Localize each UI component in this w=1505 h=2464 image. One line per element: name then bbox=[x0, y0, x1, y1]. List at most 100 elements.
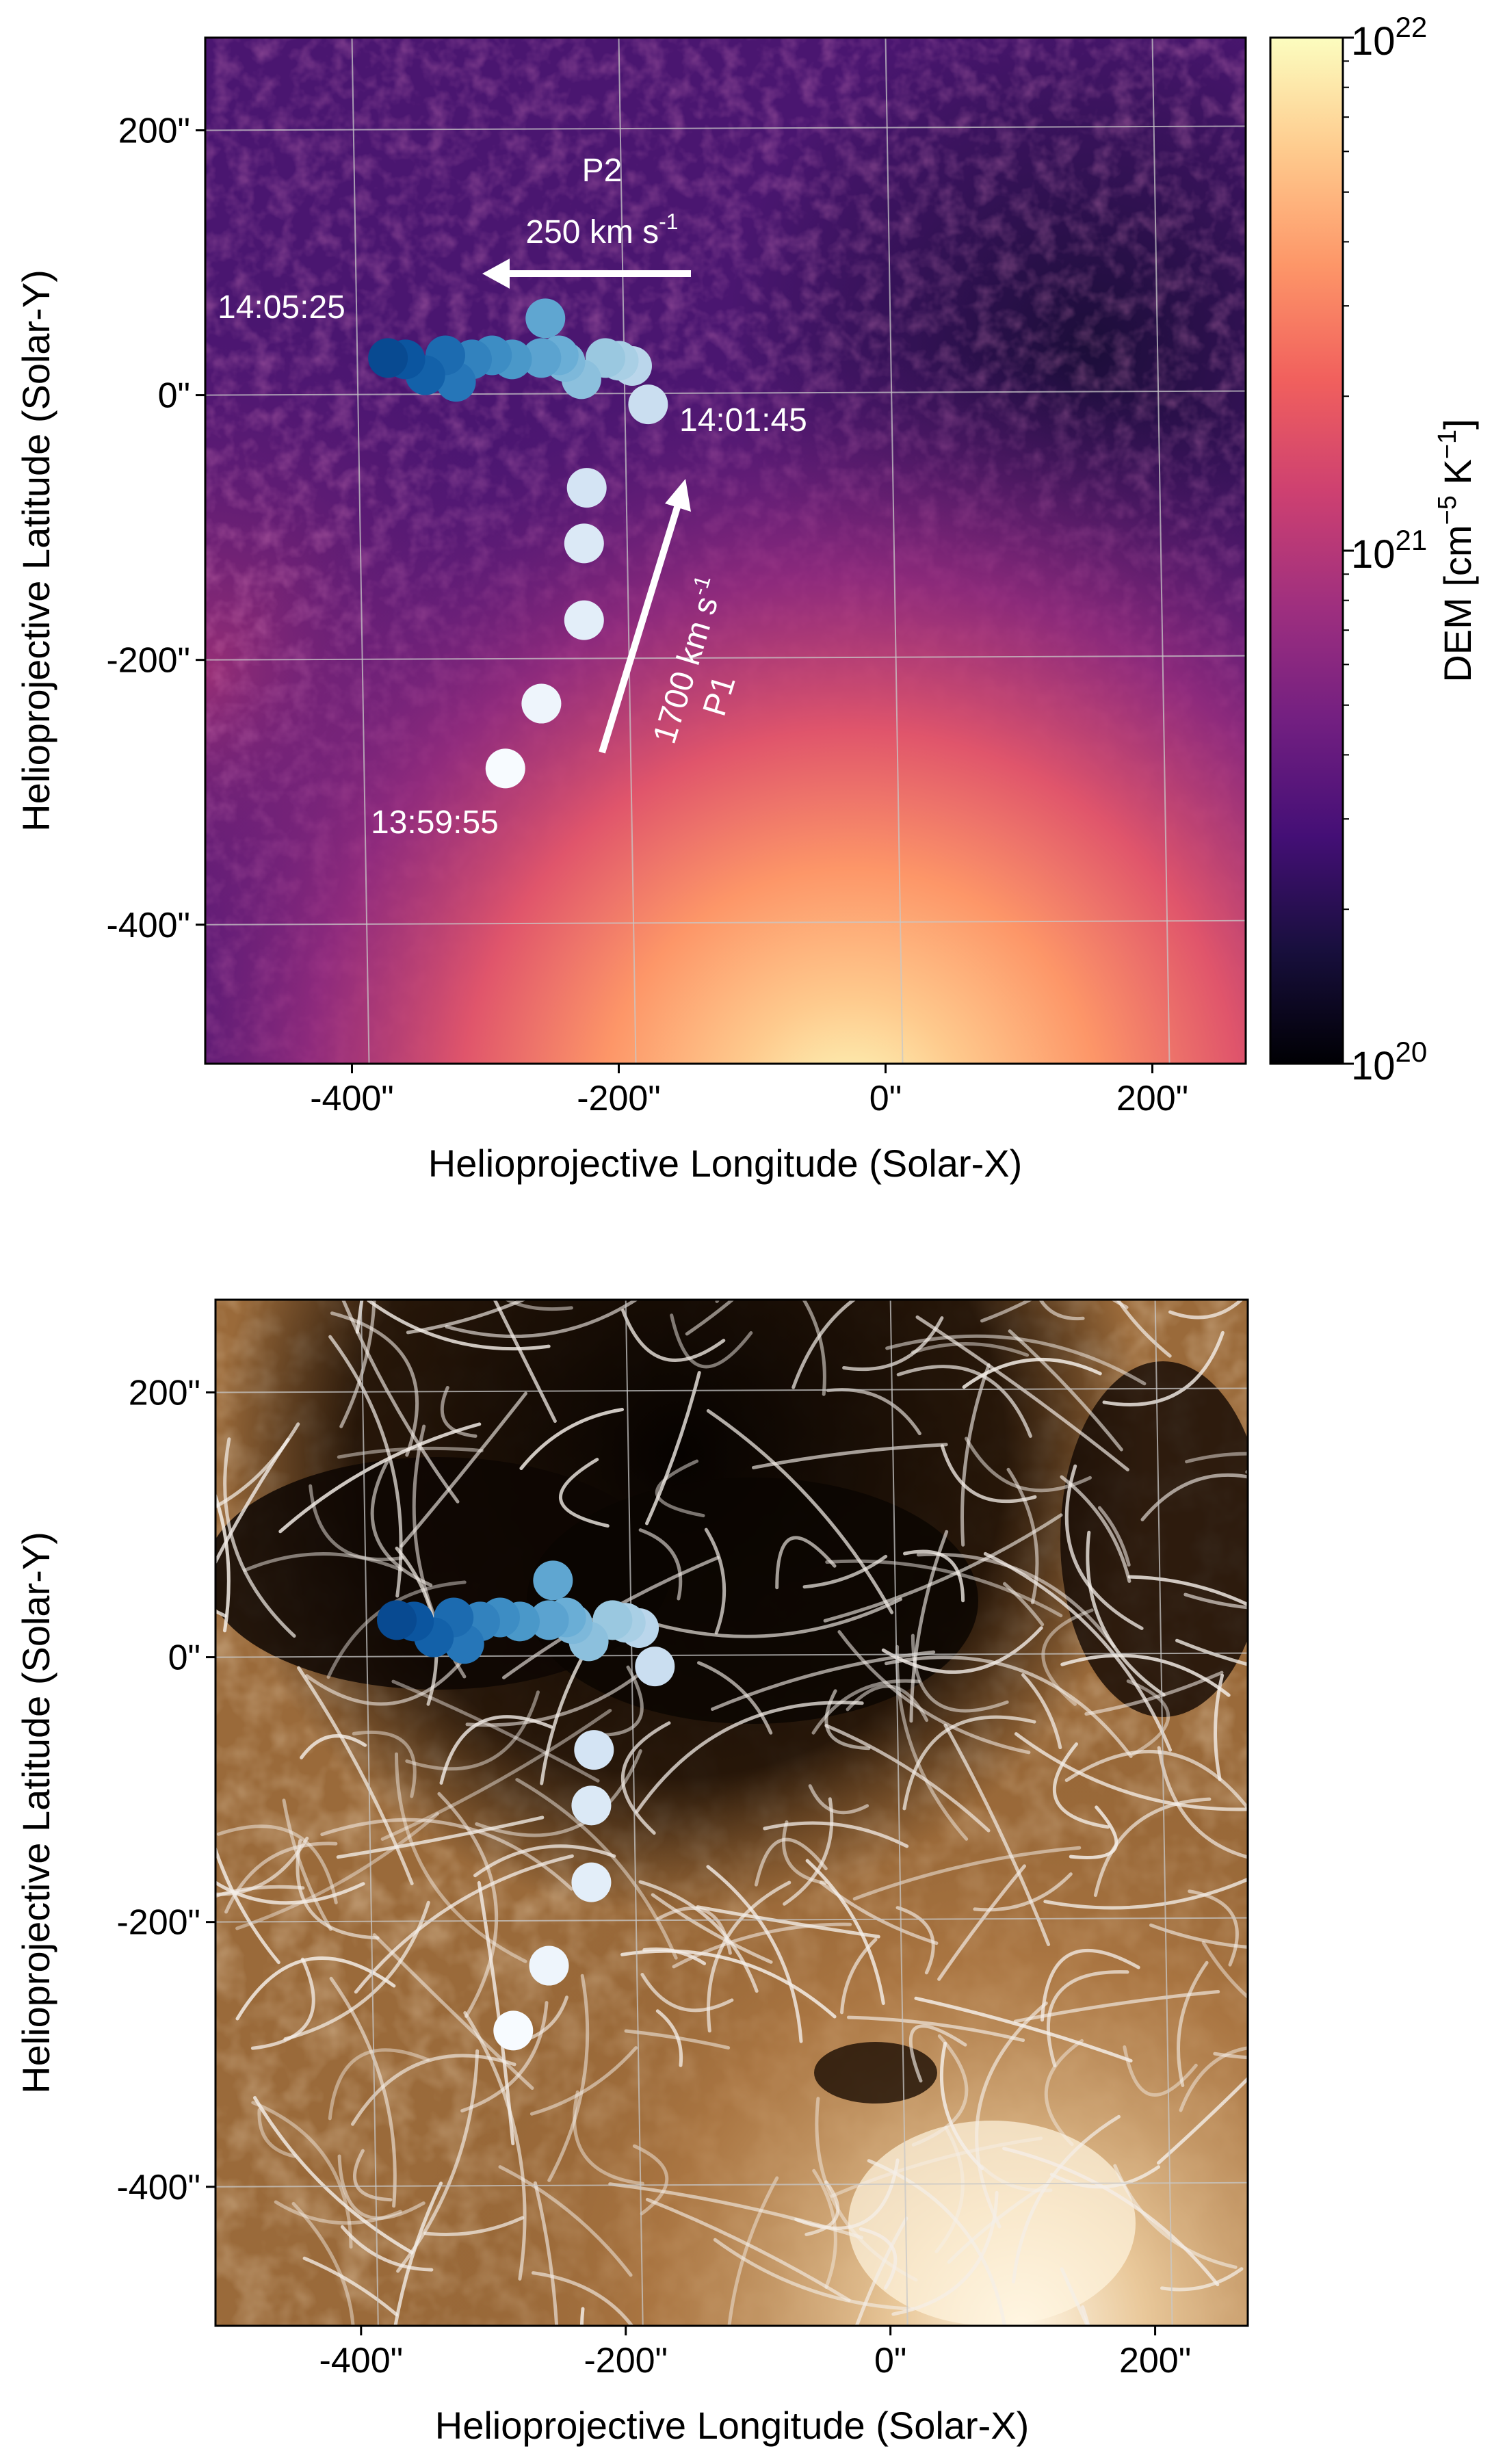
field-line bbox=[632, 2144, 669, 2216]
field-line bbox=[711, 1650, 936, 1711]
top-points bbox=[368, 298, 668, 789]
field-line bbox=[885, 1655, 1133, 1758]
top-data-point bbox=[525, 298, 566, 339]
field-line bbox=[830, 2136, 1043, 2198]
field-line bbox=[782, 1820, 827, 1885]
field-line bbox=[655, 1459, 705, 1518]
field-line bbox=[354, 1854, 574, 1994]
top-gridline-y bbox=[205, 655, 1246, 661]
field-line bbox=[811, 1679, 921, 1735]
field-line bbox=[558, 1458, 610, 1528]
bottom-gridline-y bbox=[215, 2181, 1248, 2188]
field-line bbox=[805, 1859, 885, 2005]
field-line bbox=[579, 2307, 585, 2326]
bottom-gridline-y bbox=[215, 1917, 1248, 1923]
field-line bbox=[635, 1701, 864, 1814]
field-line bbox=[370, 1459, 433, 1587]
field-line bbox=[498, 2165, 633, 2277]
field-line bbox=[1113, 2164, 1238, 2269]
top-xtick-label: -200" bbox=[577, 1079, 661, 1118]
field-line bbox=[395, 1752, 527, 1963]
field-line bbox=[1245, 1469, 1248, 1474]
field-line bbox=[939, 2041, 984, 2171]
field-line bbox=[1008, 1329, 1123, 1452]
field-line bbox=[1003, 1582, 1045, 1627]
field-line bbox=[439, 1715, 553, 1785]
field-line bbox=[328, 2048, 430, 2121]
bottom-axes-frame bbox=[214, 1298, 1249, 2327]
top-xtick-label: 200" bbox=[1116, 1079, 1188, 1118]
field-line bbox=[685, 1300, 735, 1336]
bottom-data-point bbox=[571, 1785, 612, 1826]
colorbar-min-label: 1020 bbox=[1351, 1036, 1427, 1088]
bottom-gridline-x bbox=[1154, 1300, 1173, 2326]
field-line bbox=[291, 2201, 355, 2326]
bottom-gridline-y bbox=[215, 1652, 1248, 1658]
top-ytick-label: -400" bbox=[106, 906, 190, 945]
field-line bbox=[283, 1900, 430, 2041]
field-line bbox=[752, 1443, 948, 1469]
field-line bbox=[304, 1651, 470, 1706]
field-line bbox=[847, 2015, 1025, 2043]
field-line bbox=[885, 1334, 1147, 1386]
field-line bbox=[903, 1549, 965, 1603]
field-line bbox=[1043, 1877, 1248, 1910]
field-line bbox=[1188, 1889, 1239, 1967]
field-line bbox=[638, 1528, 683, 1601]
top-xtick-label: 0" bbox=[869, 1079, 902, 1118]
field-line bbox=[393, 2181, 443, 2326]
top-xtick-label: -400" bbox=[310, 1079, 394, 1118]
field-line bbox=[1097, 1506, 1131, 1567]
field-line bbox=[1157, 1746, 1248, 1859]
arrow-p1 bbox=[599, 479, 691, 754]
top-panel: -400" -200" 0" 200" 200" 0" -200" -400" P2 250 … bbox=[14, 11, 1479, 1185]
field-line bbox=[503, 1300, 573, 1311]
field-line bbox=[852, 1846, 1082, 1901]
top-data-point bbox=[628, 384, 668, 425]
field-line bbox=[911, 2034, 969, 2147]
field-line bbox=[1038, 1300, 1085, 1321]
field-line bbox=[278, 1422, 482, 1534]
field-line bbox=[636, 1597, 902, 1638]
field-line bbox=[696, 1905, 880, 1939]
field-line bbox=[1014, 1732, 1248, 1811]
field-line bbox=[216, 1824, 338, 1904]
top-grid bbox=[205, 38, 1246, 1064]
top-data-point bbox=[485, 748, 525, 789]
field-line bbox=[1140, 1473, 1248, 1521]
field-line bbox=[463, 2011, 527, 2281]
field-line bbox=[754, 1837, 828, 1887]
bottom-data-point bbox=[571, 1862, 612, 1902]
annot-time-start: 13:59:55 bbox=[371, 804, 499, 841]
field-line bbox=[296, 1839, 380, 1940]
field-line bbox=[727, 2176, 779, 2326]
field-line bbox=[1168, 1300, 1244, 1320]
field-line bbox=[672, 1922, 852, 1969]
field-line bbox=[1157, 2076, 1248, 2165]
field-line bbox=[257, 2108, 297, 2158]
field-line bbox=[302, 2256, 399, 2317]
field-line bbox=[437, 1792, 499, 2018]
top-data-point bbox=[521, 338, 562, 378]
bottom-data-point bbox=[635, 1647, 675, 1687]
field-line bbox=[891, 2190, 999, 2316]
bottom-data-point bbox=[377, 1600, 417, 1640]
arrow-p2 bbox=[482, 259, 691, 289]
field-line bbox=[328, 1335, 403, 1598]
field-line bbox=[235, 1812, 439, 1930]
field-line bbox=[340, 2225, 434, 2272]
field-line bbox=[1183, 1593, 1248, 1610]
field-line bbox=[960, 1363, 991, 1547]
top-gridline-y bbox=[205, 125, 1246, 131]
field-line bbox=[253, 2096, 414, 2255]
bottom-data-point bbox=[574, 1730, 614, 1770]
field-line bbox=[706, 1408, 894, 1614]
field-line bbox=[215, 1885, 305, 1898]
bottom-gridline-x bbox=[889, 1300, 908, 2326]
field-line bbox=[533, 2181, 559, 2326]
field-line bbox=[802, 1300, 826, 1396]
field-line bbox=[493, 1300, 557, 1423]
bottom-gridline-y bbox=[215, 1387, 1248, 1393]
field-line bbox=[391, 1679, 600, 1783]
field-line bbox=[440, 1386, 477, 1438]
